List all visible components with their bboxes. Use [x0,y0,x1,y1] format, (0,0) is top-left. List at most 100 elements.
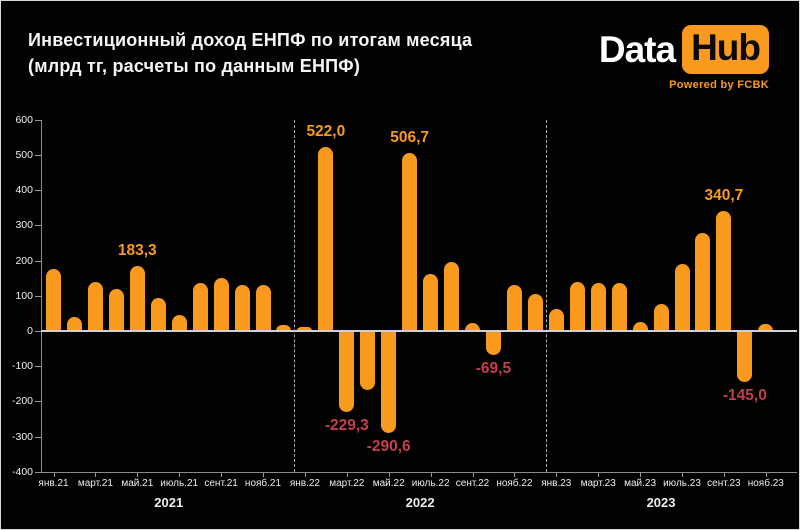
x-axis-label-нояб.21: нояб.21 [244,478,282,489]
data-label-фев.22: 522,0 [306,123,346,141]
bar-июнь.21 [150,298,166,331]
bar-фев.21 [66,316,82,331]
bar-авг.23 [695,233,711,331]
bar-нояб.21 [255,284,271,331]
bar-июль.23 [674,264,690,331]
bar-май.22 [381,331,397,434]
x-axis-tick [346,473,348,477]
y-axis-tick [35,366,41,368]
chart-title-line2: (млрд тг, расчеты по данным ЕНПФ) [28,56,361,76]
x-axis-label-май.21: май.21 [121,478,154,489]
logo-tagline: Powered by FCBK [669,79,769,91]
x-axis-label-янв.23: янв.23 [541,478,572,489]
x-axis-label-июль.22: июль.22 [411,478,450,489]
x-axis-label-сент.23: сент.23 [707,478,741,489]
x-axis-tick [179,473,181,477]
y-axis-tick-label: 100 [15,289,33,302]
data-label-сент.23: 340,7 [704,187,744,205]
x-axis-label-март.23: март.23 [580,478,616,489]
bar-авг.22 [444,262,460,331]
x-axis-label-март.22: март.22 [329,478,365,489]
x-axis-tick [514,473,516,477]
x-axis-tick [388,473,390,477]
y-axis-tick [35,331,41,332]
y-axis-tick [35,155,41,156]
bar-май.21 [129,266,145,331]
bar-окт.22 [485,331,501,356]
zero-line [41,330,797,332]
x-axis-label-май.23: май.23 [624,478,657,489]
y-axis-tick [35,471,41,473]
x-axis-label-нояб.22: нояб.22 [496,478,533,489]
y-axis-tick-label: 0 [27,325,33,337]
x-axis-tick [723,473,725,477]
x-axis-label-янв.22: янв.22 [289,478,320,489]
bar-фев.23 [569,282,585,331]
data-label-март.22: -229,3 [324,416,369,434]
x-axis-tick [263,473,264,477]
data-label-окт.23: -145,0 [722,387,767,405]
y-axis-tick-label: -400 [11,465,33,478]
y-axis-tick [35,190,41,192]
y-axis-tick-label: 300 [15,219,33,232]
x-axis-label-март.21: март.21 [77,478,113,489]
x-axis-tick [221,473,223,477]
y-axis-tick-label: 400 [15,184,33,197]
logo-data-text: Data [598,28,676,70]
x-axis-line [41,472,797,473]
y-axis-tick [35,119,41,121]
bar-апр.21 [108,288,124,331]
y-axis-tick-label: 200 [15,254,33,267]
x-axis-label-янв.21: янв.21 [38,478,69,489]
x-axis-label-нояб.23: нояб.23 [747,478,784,489]
y-axis-tick-label: -100 [11,360,33,373]
y-axis-tick [35,260,41,262]
bar-сент.22 [465,323,480,331]
bar-июль.21 [171,315,187,331]
year-label-2021: 2021 [154,495,184,510]
x-axis-label-июль.21: июль.21 [160,478,199,489]
x-axis-tick [556,473,558,477]
y-axis-tick [35,436,41,438]
y-axis-tick-label: 600 [15,113,33,126]
x-axis-label-май.22: май.22 [372,478,405,489]
data-label-май.22: -290,6 [366,438,411,456]
y-axis-tick [35,401,41,403]
bar-сент.23 [716,211,732,331]
x-axis-tick [682,473,683,477]
datahub-logo-row: Data Hub [599,25,769,74]
bar-дек.21 [276,325,292,331]
bar-окт.23 [737,331,753,383]
x-axis-tick [304,473,306,477]
year-divider-line [545,120,547,472]
x-axis-tick [598,473,600,477]
x-axis-tick [640,473,642,477]
x-axis-label-сент.22: сент.22 [455,478,490,489]
x-axis-label-сент.21: сент.21 [204,478,238,489]
bar-апр.22 [360,331,376,390]
bar-нояб.22 [506,285,522,331]
bar-июль.22 [423,273,439,331]
y-axis-tick-label: -300 [11,430,33,443]
bar-окт.21 [234,284,250,331]
y-axis-tick [35,295,41,297]
data-label-май.21: 183,3 [117,242,157,260]
y-axis-tick-label: -200 [11,395,33,408]
data-label-июнь.22: 506,7 [390,128,430,146]
x-axis-tick [472,473,474,477]
x-axis-tick [137,473,139,477]
x-axis-label-июль.23: июль.23 [663,478,701,489]
bar-сент.21 [213,278,229,331]
bar-янв.22 [297,327,313,331]
bar-март.23 [590,283,606,331]
x-axis-tick [53,473,55,477]
bar-март.22 [339,331,355,412]
bar-май.23 [632,322,648,331]
bar-дек.22 [527,294,543,331]
datahub-logo: Data Hub Powered by FCBK [599,25,769,91]
bar-июнь.23 [653,303,669,331]
bar-авг.21 [192,283,208,331]
bar-янв.23 [548,309,564,331]
